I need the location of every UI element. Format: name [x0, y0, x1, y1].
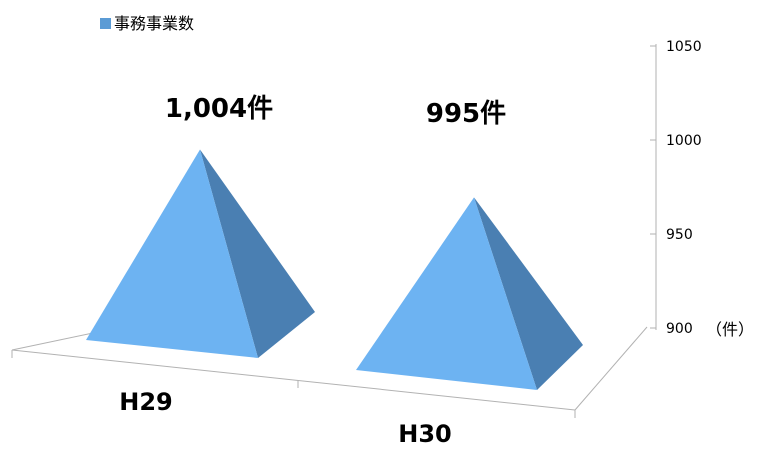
data-labels: 1,004件 995件: [165, 94, 506, 129]
category-axis: H29 H30: [119, 388, 451, 448]
value-axis-tick-label: 900: [666, 321, 693, 337]
value-axis-unit: （件）: [706, 320, 754, 339]
pyramid-side-face: [200, 149, 315, 358]
legend-label: 事務事業数: [114, 14, 194, 33]
data-label: 1,004件: [165, 94, 273, 124]
value-axis-tick-label: 950: [666, 227, 693, 243]
value-axis-tick-label: 1050: [666, 39, 702, 55]
category-label: H29: [119, 388, 172, 416]
data-label: 995件: [426, 99, 506, 129]
floor-front-edge: [11, 349, 576, 411]
legend-marker: [100, 18, 111, 29]
pyramid-bar: [356, 197, 583, 390]
pyramid-bar: [86, 149, 315, 358]
pyramid-front-face: [356, 197, 537, 390]
category-label: H30: [398, 420, 451, 446]
value-axis-tick-label: 1000: [666, 133, 702, 149]
pyramid-bars: [86, 149, 583, 390]
legend: 事務事業数: [100, 14, 194, 33]
floor-right-edge: [574, 326, 648, 411]
pyramid-front-face: [86, 149, 258, 358]
pyramid-side-face: [474, 197, 583, 390]
value-axis: （件） 900 950 1000 1050: [650, 39, 754, 339]
